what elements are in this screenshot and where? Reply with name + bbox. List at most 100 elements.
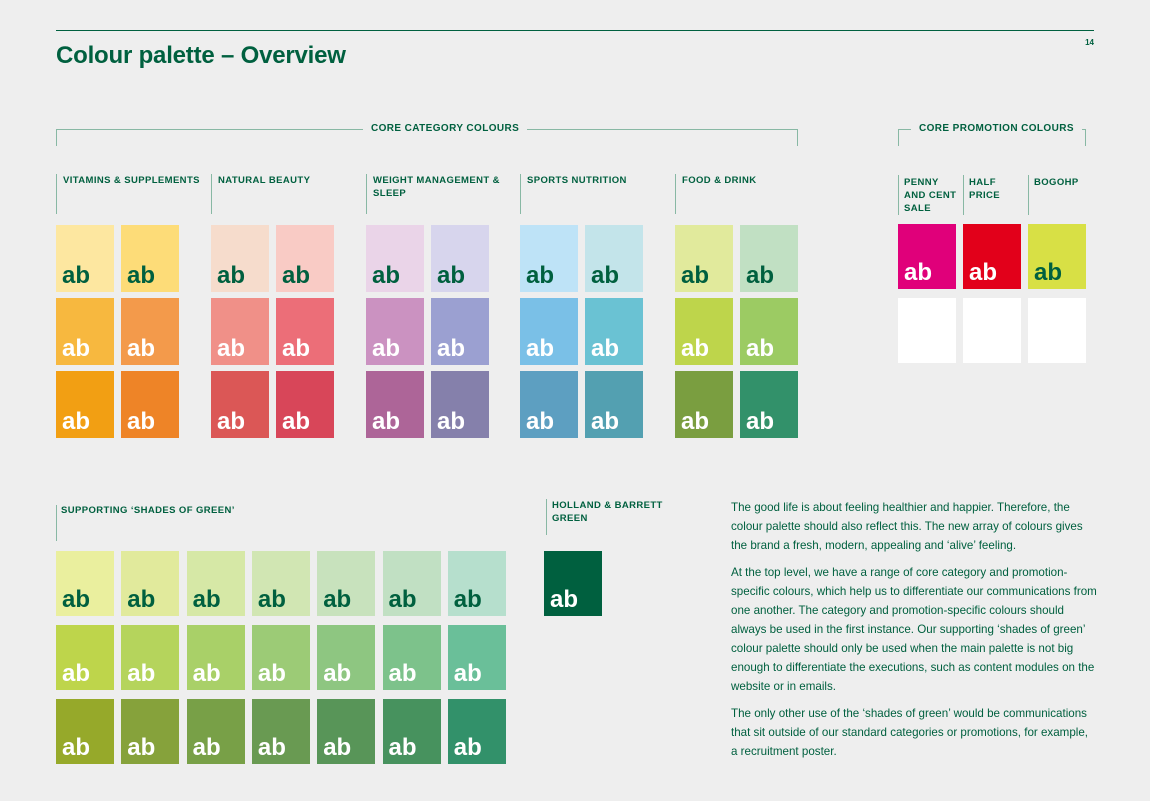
core-promotion-bracket-left: [898, 129, 899, 146]
swatch-text: ab: [127, 660, 156, 687]
swatch-text: ab: [372, 408, 401, 435]
green-swatch: ab: [317, 625, 376, 690]
category-swatch: ab: [520, 225, 578, 292]
category-label: WEIGHT MANAGEMENT & SLEEP: [373, 175, 500, 199]
core-promotion-header: CORE PROMOTION COLOURS: [911, 123, 1082, 134]
green-swatch: ab: [56, 551, 114, 616]
swatch-text: ab: [372, 335, 401, 362]
paragraph-1: The good life is about feeling healthier…: [731, 501, 1083, 552]
category-swatch: ab: [56, 298, 114, 365]
swatch-text: ab: [62, 660, 91, 687]
core-category-header: CORE CATEGORY COLOURS: [363, 123, 528, 134]
green-swatch: ab: [447, 551, 506, 616]
swatch-text: ab: [904, 259, 933, 286]
promotion-blank-swatch: [898, 298, 956, 363]
paragraph-3: The only other use of the ‘shades of gre…: [731, 707, 1089, 758]
green-swatch: ab: [447, 625, 506, 690]
swatch-text: ab: [127, 586, 156, 613]
category-swatch: ab: [431, 298, 489, 365]
category-label-rule: [366, 174, 367, 214]
green-swatch: ab: [382, 551, 441, 616]
category-swatch: ab: [520, 371, 578, 438]
swatch-text: ab: [217, 408, 246, 435]
green-swatch: ab: [317, 551, 376, 616]
green-swatch: ab: [317, 699, 376, 764]
swatch-text: ab: [681, 408, 710, 435]
category-swatch: ab: [276, 298, 334, 365]
green-swatch: ab: [382, 625, 441, 690]
swatch-text: ab: [217, 335, 246, 362]
category-swatch: ab: [211, 371, 269, 438]
green-swatch: ab: [186, 551, 245, 616]
swatch-text: ab: [127, 408, 156, 435]
swatch-text: ab: [323, 734, 352, 761]
green-swatch: ab: [382, 699, 441, 764]
promotion-label-rule: [898, 175, 899, 215]
swatch-text: ab: [257, 586, 286, 613]
green-swatch: ab: [56, 699, 114, 764]
hb-label-rule: [546, 499, 547, 535]
category-swatch: ab: [121, 371, 179, 438]
promotion-swatch: ab: [1028, 224, 1086, 289]
category-swatch: ab: [211, 298, 269, 365]
swatch-text: ab: [62, 335, 91, 362]
category-swatch: ab: [740, 371, 798, 438]
swatch-text: ab: [550, 586, 579, 613]
page-number: 14: [1085, 38, 1094, 47]
category-swatch: ab: [121, 298, 179, 365]
category-swatch: ab: [520, 298, 578, 365]
swatch-text: ab: [62, 408, 91, 435]
swatch-text: ab: [323, 586, 352, 613]
green-swatch: ab: [251, 551, 310, 616]
promotion-label-rule: [1028, 175, 1029, 215]
swatch-text: ab: [681, 335, 710, 362]
swatch-text: ab: [127, 734, 156, 761]
category-swatch: ab: [585, 225, 643, 292]
top-rule: [56, 30, 1094, 31]
swatch-text: ab: [192, 660, 221, 687]
category-label-rule: [520, 174, 521, 214]
swatch-text: ab: [969, 259, 998, 286]
swatch-text: ab: [526, 408, 555, 435]
promotion-swatch: ab: [898, 224, 956, 289]
category-swatch: ab: [56, 371, 114, 438]
promotion-label: HALF PRICE: [969, 177, 1001, 201]
swatch-text: ab: [746, 335, 775, 362]
swatch-text: ab: [388, 734, 417, 761]
category-label: FOOD & DRINK: [682, 175, 757, 186]
hb-green-label: HOLLAND & BARRETT GREEN: [552, 500, 663, 524]
category-swatch: ab: [740, 225, 798, 292]
category-swatch: ab: [431, 371, 489, 438]
category-label: NATURAL BEAUTY: [218, 175, 311, 186]
category-swatch: ab: [366, 298, 424, 365]
green-swatch: ab: [186, 625, 245, 690]
green-swatch: ab: [186, 699, 245, 764]
core-category-bracket-right: [797, 129, 798, 146]
promotion-label: BOGOHP: [1034, 177, 1079, 188]
swatch-text: ab: [526, 262, 555, 289]
category-label-rule: [211, 174, 212, 214]
page-title: Colour palette – Overview: [56, 42, 346, 69]
category-swatch: ab: [366, 371, 424, 438]
swatch-text: ab: [192, 734, 221, 761]
category-swatch: ab: [740, 298, 798, 365]
category-swatch: ab: [585, 371, 643, 438]
swatch-text: ab: [681, 262, 710, 289]
swatch-text: ab: [453, 586, 482, 613]
category-label-rule: [675, 174, 676, 214]
swatch-text: ab: [388, 660, 417, 687]
promotion-blank-swatch: [963, 298, 1021, 363]
swatch-text: ab: [372, 262, 401, 289]
body-text: The good life is about feeling healthier…: [731, 498, 1097, 769]
green-swatch: ab: [447, 699, 506, 764]
swatch-text: ab: [127, 262, 156, 289]
category-swatch: ab: [675, 371, 733, 438]
swatch-text: ab: [437, 408, 466, 435]
category-swatch: ab: [56, 225, 114, 292]
category-swatch: ab: [276, 371, 334, 438]
category-swatch: ab: [366, 225, 424, 292]
hb-green-swatch: ab: [544, 551, 602, 616]
swatch-text: ab: [257, 660, 286, 687]
category-swatch: ab: [276, 225, 334, 292]
swatch-text: ab: [127, 335, 156, 362]
